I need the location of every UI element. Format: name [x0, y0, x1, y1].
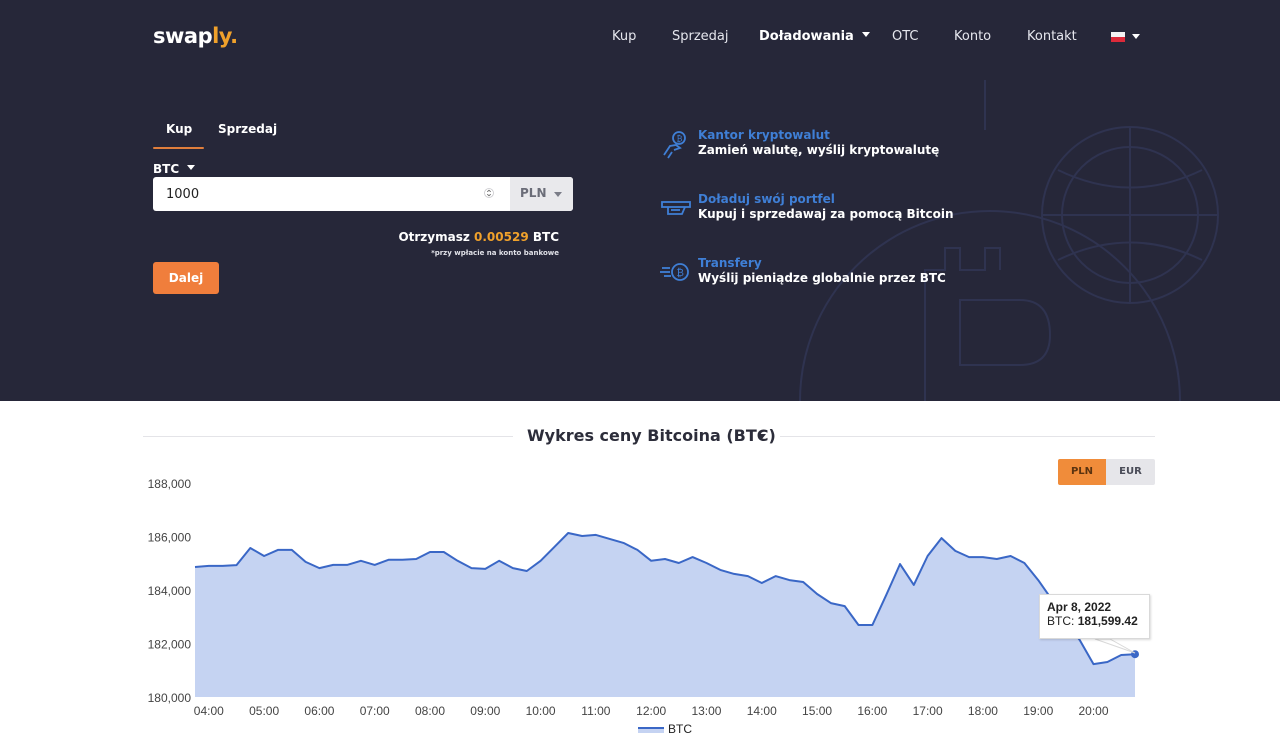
divider — [780, 436, 1155, 437]
x-tick-label: 12:00 — [636, 704, 666, 718]
currency-toggle-eur[interactable]: EUR — [1106, 459, 1155, 485]
legend-swatch — [638, 728, 664, 733]
chevron-down-icon — [187, 165, 196, 170]
exchange-tabs: Kup Sprzedaj — [153, 122, 283, 150]
swaply-logo[interactable]: swaply. — [153, 24, 238, 48]
x-tick-label: 09:00 — [470, 704, 500, 718]
x-tick-label: 08:00 — [415, 704, 445, 718]
btc-price-chart[interactable]: 180,000 182,000 184,000 186,000 188,000 04:0… — [0, 401, 1280, 743]
nav-item-kup[interactable]: Kup — [612, 29, 637, 44]
feature-crypto-exchange[interactable]: ₿ Kantor kryptowalut Zamień walutę, wyśl… — [660, 128, 980, 168]
legend-label: BTC — [668, 722, 692, 736]
nav-item-otc[interactable]: OTC — [892, 29, 919, 44]
x-tick-label: 14:00 — [747, 704, 777, 718]
number-spinner-icon[interactable] — [484, 186, 494, 200]
nav-item-kontakt[interactable]: Kontakt — [1027, 29, 1077, 44]
y-tick-label: 186,000 — [148, 531, 192, 545]
y-axis: 180,000 182,000 184,000 186,000 188,000 — [148, 477, 192, 705]
chart-tooltip: Apr 8, 2022 BTC: 181,599.42 — [1039, 594, 1150, 639]
feature-transfers[interactable]: ₿ Transfery Wyślij pieniądze globalnie p… — [660, 256, 980, 296]
chevron-down-icon — [861, 32, 870, 37]
x-tick-label: 07:00 — [360, 704, 390, 718]
svg-text:₿: ₿ — [677, 267, 684, 279]
tooltip-date: Apr 8, 2022 — [1047, 600, 1112, 614]
x-tick-label: 05:00 — [249, 704, 279, 718]
currency-toggle-pln[interactable]: PLN — [1058, 459, 1106, 485]
amount-input[interactable] — [153, 177, 509, 211]
active-tab-indicator — [153, 147, 204, 149]
price-line — [194, 532, 1136, 666]
tooltip-value: 181,599.42 — [1077, 614, 1138, 628]
x-axis: 04:00 05:00 06:00 07:00 08:00 09:00 10:00 11:00… — [194, 704, 1109, 718]
feature-description: Zamień walutę, wyślij kryptowalutę — [698, 143, 940, 157]
y-tick-label: 182,000 — [148, 638, 192, 652]
tooltip-series-label: BTC: — [1047, 614, 1075, 628]
amount-field-wrapper — [153, 177, 573, 211]
nav-item-doladowania[interactable]: Doładowania — [759, 29, 870, 44]
price-area — [195, 533, 1135, 697]
crypto-exchange-icon: ₿ — [663, 131, 686, 159]
main-nav: Kup Sprzedaj Doładowania OTC Konto Konta… — [0, 29, 1280, 49]
divider — [143, 436, 513, 437]
svg-text:₿: ₿ — [677, 135, 683, 144]
x-tick-label: 18:00 — [968, 704, 998, 718]
transfer-icon: ₿ — [660, 263, 689, 281]
x-tick-label: 19:00 — [1023, 704, 1053, 718]
x-tick-label: 16:00 — [857, 704, 887, 718]
nav-item-sprzedaj[interactable]: Sprzedaj — [672, 29, 729, 44]
tab-sprzedaj[interactable]: Sprzedaj — [218, 122, 278, 136]
legend: BTC — [638, 722, 692, 736]
feature-title: Kantor kryptowalut — [698, 128, 830, 142]
feature-title: Transfery — [698, 256, 762, 270]
wallet-topup-icon — [661, 201, 691, 215]
bitcoin-background-illustration — [799, 80, 1219, 401]
y-tick-label: 180,000 — [148, 691, 192, 705]
y-tick-label: 184,000 — [148, 584, 192, 598]
x-tick-label: 20:00 — [1079, 704, 1109, 718]
nav-item-konto[interactable]: Konto — [954, 29, 992, 44]
x-tick-label: 11:00 — [581, 704, 610, 718]
feature-description: Wyślij pieniądze globalnie przez BTC — [698, 271, 946, 285]
x-tick-label: 10:00 — [526, 704, 556, 718]
hero-section: swaply. Kup Sprzedaj Doładowania OTC Kon… — [0, 0, 1280, 401]
pl-flag-icon[interactable] — [1111, 32, 1125, 42]
next-button[interactable]: Dalej — [153, 262, 219, 294]
price-chart-section: Wykres ceny Bitcoina (BTC) PLN EUR 180,0… — [0, 401, 1280, 743]
x-tick-label: 13:00 — [691, 704, 721, 718]
y-tick-label: 188,000 — [148, 477, 192, 491]
tooltip-pointer — [1094, 638, 1136, 654]
receive-amount: Otrzymasz 0.00529 BTC — [398, 230, 559, 244]
tab-kup[interactable]: Kup — [166, 122, 193, 136]
feature-wallet-topup[interactable]: Doładuj swój portfel Kupuj i sprzedawaj … — [660, 192, 980, 232]
x-tick-label: 15:00 — [802, 704, 832, 718]
feature-description: Kupuj i sprzedawaj za pomocą Bitcoin — [698, 207, 954, 221]
currency-select[interactable]: PLN — [510, 177, 573, 211]
x-tick-label: 17:00 — [913, 704, 943, 718]
receive-note: *przy wpłacie na konto bankowe — [431, 249, 559, 257]
coin-select[interactable]: BTC — [153, 162, 196, 176]
x-tick-label: 04:00 — [194, 704, 224, 718]
chevron-down-icon — [554, 192, 562, 197]
chart-title-dropdown[interactable]: Wykres ceny Bitcoina (BTC) — [527, 426, 776, 445]
language-dropdown-chevron-icon[interactable] — [1132, 34, 1140, 39]
chevron-down-icon[interactable] — [758, 434, 766, 439]
x-tick-label: 06:00 — [304, 704, 334, 718]
feature-title: Doładuj swój portfel — [698, 192, 835, 206]
